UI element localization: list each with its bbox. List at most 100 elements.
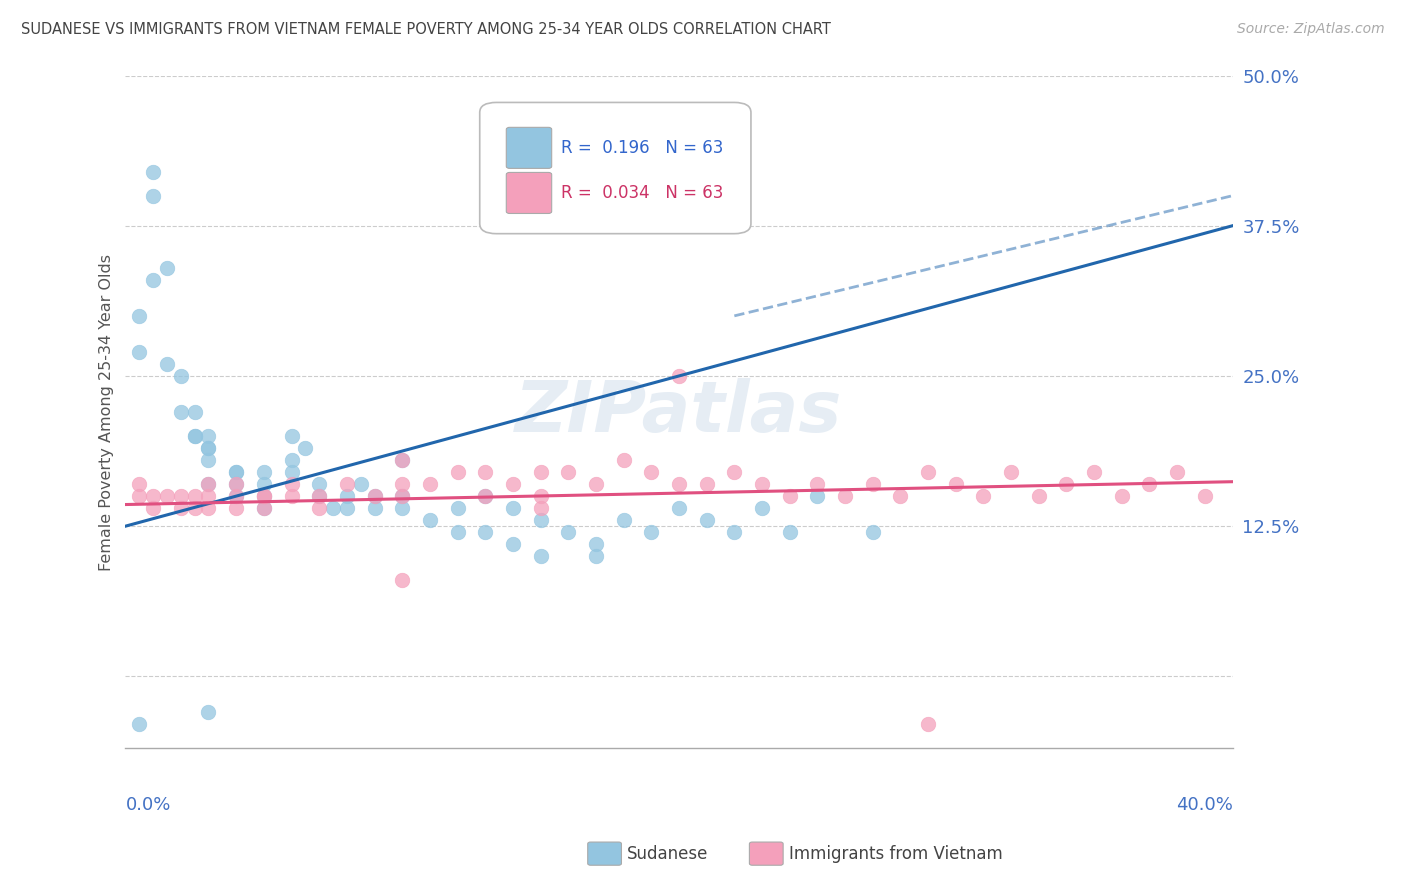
FancyBboxPatch shape xyxy=(506,172,551,213)
Point xyxy=(280,489,302,503)
FancyBboxPatch shape xyxy=(479,103,751,234)
Point xyxy=(806,477,828,491)
Point xyxy=(142,273,165,287)
Text: 0.0%: 0.0% xyxy=(125,796,172,814)
Text: R =  0.196   N = 63: R = 0.196 N = 63 xyxy=(561,139,723,157)
Point xyxy=(253,465,276,479)
Point xyxy=(253,477,276,491)
Point xyxy=(723,525,745,540)
Point xyxy=(280,453,302,467)
Point xyxy=(779,489,801,503)
Point xyxy=(474,465,496,479)
Point xyxy=(170,405,193,419)
Point xyxy=(294,441,316,455)
Point xyxy=(197,441,219,455)
Point xyxy=(128,489,150,503)
Point xyxy=(557,465,579,479)
Point xyxy=(945,477,967,491)
Point xyxy=(446,465,468,479)
Y-axis label: Female Poverty Among 25-34 Year Olds: Female Poverty Among 25-34 Year Olds xyxy=(100,253,114,571)
Point xyxy=(502,477,524,491)
Point xyxy=(391,453,413,467)
Point xyxy=(197,477,219,491)
Point xyxy=(336,501,359,516)
Point xyxy=(156,357,179,371)
Point xyxy=(197,441,219,455)
Text: Immigrants from Vietnam: Immigrants from Vietnam xyxy=(789,845,1002,863)
Point xyxy=(336,477,359,491)
Point xyxy=(1028,489,1050,503)
Point xyxy=(419,477,441,491)
Point xyxy=(336,489,359,503)
Point xyxy=(128,309,150,323)
Point xyxy=(530,465,553,479)
Point xyxy=(530,501,553,516)
Point xyxy=(751,477,773,491)
Point xyxy=(363,501,385,516)
Point xyxy=(585,549,607,564)
Point xyxy=(862,525,884,540)
Point xyxy=(613,453,636,467)
Point xyxy=(308,477,330,491)
Point xyxy=(530,489,553,503)
Point xyxy=(253,489,276,503)
Point xyxy=(391,477,413,491)
Point xyxy=(142,501,165,516)
Point xyxy=(862,477,884,491)
Point xyxy=(142,489,165,503)
Point xyxy=(502,501,524,516)
Point xyxy=(308,489,330,503)
Point xyxy=(183,405,205,419)
Point xyxy=(322,501,344,516)
Point xyxy=(183,501,205,516)
Point xyxy=(350,477,373,491)
Point xyxy=(779,525,801,540)
Point xyxy=(474,489,496,503)
Point xyxy=(253,489,276,503)
Point xyxy=(1000,465,1022,479)
Point xyxy=(183,429,205,443)
Point xyxy=(363,489,385,503)
Point xyxy=(474,489,496,503)
Point xyxy=(183,429,205,443)
Point xyxy=(530,513,553,527)
Point xyxy=(972,489,994,503)
FancyBboxPatch shape xyxy=(506,128,551,169)
Point xyxy=(197,489,219,503)
Point xyxy=(391,453,413,467)
Point xyxy=(723,465,745,479)
Point xyxy=(1166,465,1188,479)
Point xyxy=(1139,477,1161,491)
Point xyxy=(197,477,219,491)
Point xyxy=(391,501,413,516)
Point xyxy=(280,465,302,479)
Point xyxy=(142,188,165,202)
Point xyxy=(585,477,607,491)
Point xyxy=(280,477,302,491)
Point xyxy=(128,477,150,491)
Point xyxy=(391,489,413,503)
Point xyxy=(225,477,247,491)
Point xyxy=(253,489,276,503)
Text: SUDANESE VS IMMIGRANTS FROM VIETNAM FEMALE POVERTY AMONG 25-34 YEAR OLDS CORRELA: SUDANESE VS IMMIGRANTS FROM VIETNAM FEMA… xyxy=(21,22,831,37)
Point xyxy=(225,501,247,516)
Point xyxy=(474,525,496,540)
Point xyxy=(156,489,179,503)
Point xyxy=(446,501,468,516)
Point xyxy=(197,501,219,516)
Point xyxy=(806,489,828,503)
Point xyxy=(391,573,413,587)
Text: 40.0%: 40.0% xyxy=(1175,796,1233,814)
Point xyxy=(225,489,247,503)
Point xyxy=(917,465,939,479)
Point xyxy=(308,501,330,516)
Point xyxy=(613,513,636,527)
Point xyxy=(668,501,690,516)
Point xyxy=(1056,477,1078,491)
Point xyxy=(585,537,607,551)
Point xyxy=(668,477,690,491)
Point xyxy=(696,513,718,527)
Text: R =  0.034   N = 63: R = 0.034 N = 63 xyxy=(561,185,723,202)
Point xyxy=(696,140,718,154)
Text: Sudanese: Sudanese xyxy=(627,845,709,863)
